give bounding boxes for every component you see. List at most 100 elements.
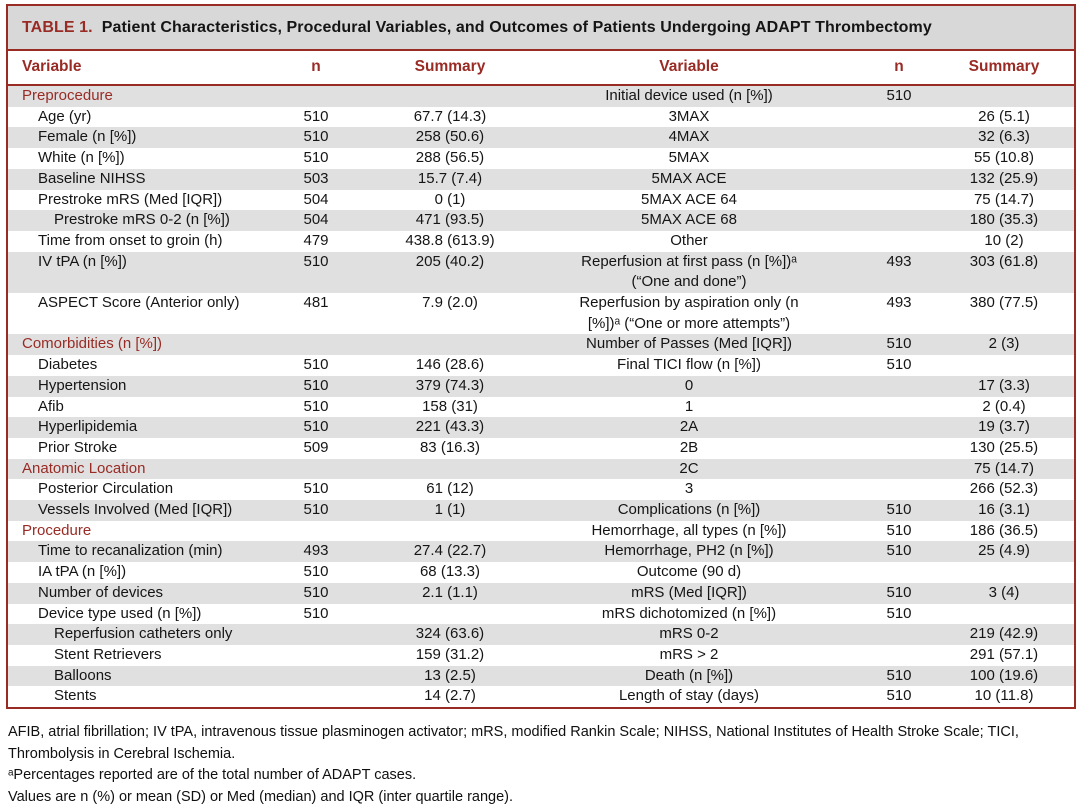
row-n-left: 493: [252, 541, 380, 562]
patient-characteristics-table: TABLE 1. Patient Characteristics, Procedu…: [6, 4, 1076, 709]
row-summary-right: 291 (57.1): [940, 645, 1068, 666]
row-n-left: [252, 666, 380, 687]
row-summary-left: 83 (16.3): [380, 438, 520, 459]
row-n-right: 493: [858, 252, 940, 293]
row-summary-right: 10 (11.8): [940, 686, 1068, 707]
row-label-left: IV tPA (n [%]): [8, 252, 252, 293]
row-n-right: [858, 645, 940, 666]
row-summary-right: 130 (25.5): [940, 438, 1068, 459]
row-n-left: 510: [252, 479, 380, 500]
row-label-right: Hemorrhage, all types (n [%]): [520, 521, 858, 542]
row-label-right: 2B: [520, 438, 858, 459]
row-summary-left: 205 (40.2): [380, 252, 520, 293]
row-summary-right: 17 (3.3): [940, 376, 1068, 397]
column-header-row: Variable n Summary Variable n Summary: [8, 51, 1074, 86]
row-n-right: 510: [858, 521, 940, 542]
row-summary-left: 159 (31.2): [380, 645, 520, 666]
row-n-right: [858, 210, 940, 231]
table-title-bar: TABLE 1. Patient Characteristics, Procedu…: [8, 6, 1074, 51]
row-summary-left: 0 (1): [380, 190, 520, 211]
row-summary-left: 61 (12): [380, 479, 520, 500]
row-label-right: Reperfusion by aspiration only (n[%])ᵃ (…: [520, 293, 858, 334]
row-label-right: mRS 0-2: [520, 624, 858, 645]
row-label-right: Length of stay (days): [520, 686, 858, 707]
row-summary-left: 221 (43.3): [380, 417, 520, 438]
row-summary-right: [940, 355, 1068, 376]
row-n-right: [858, 169, 940, 190]
table-footnotes: AFIB, atrial fibrillation; IV tPA, intra…: [8, 722, 1072, 808]
row-label-right: mRS > 2: [520, 645, 858, 666]
row-n-left: 504: [252, 190, 380, 211]
row-summary-left: 2.1 (1.1): [380, 583, 520, 604]
row-n-left: 510: [252, 355, 380, 376]
row-label-right-line2: (“One and done”): [520, 272, 858, 293]
row-summary-right: 26 (5.1): [940, 107, 1068, 128]
row-n-right: [858, 459, 940, 480]
row-summary-left: 438.8 (613.9): [380, 231, 520, 252]
row-label-left: Hypertension: [8, 376, 252, 397]
row-summary-left: [380, 459, 520, 480]
table-number-label: TABLE 1.: [22, 19, 93, 36]
row-summary-right: 186 (36.5): [940, 521, 1068, 542]
row-summary-right: 2 (0.4): [940, 397, 1068, 418]
row-label-right: 3: [520, 479, 858, 500]
row-label-left: Vessels Involved (Med [IQR]): [8, 500, 252, 521]
row-n-right: 510: [858, 583, 940, 604]
row-summary-left: [380, 86, 520, 107]
row-label-right: Other: [520, 231, 858, 252]
row-summary-left: 1 (1): [380, 500, 520, 521]
row-n-right: 510: [858, 541, 940, 562]
row-label-left: Posterior Circulation: [8, 479, 252, 500]
row-label-right: 0: [520, 376, 858, 397]
row-label-right: 5MAX ACE: [520, 169, 858, 190]
row-n-right: [858, 148, 940, 169]
row-summary-left: 258 (50.6): [380, 127, 520, 148]
table-title: Patient Characteristics, Procedural Vari…: [102, 19, 932, 36]
row-summary-left: 158 (31): [380, 397, 520, 418]
row-summary-right: 75 (14.7): [940, 459, 1068, 480]
row-summary-left: 7.9 (2.0): [380, 293, 520, 334]
row-label-right: Death (n [%]): [520, 666, 858, 687]
row-label-right: mRS dichotomized (n [%]): [520, 604, 858, 625]
row-label-right: 5MAX ACE 64: [520, 190, 858, 211]
row-n-left: 510: [252, 252, 380, 293]
row-label-right: 5MAX: [520, 148, 858, 169]
row-summary-left: 379 (74.3): [380, 376, 520, 397]
row-label-left: Balloons: [8, 666, 252, 687]
row-label-right: Final TICI flow (n [%]): [520, 355, 858, 376]
row-label-left: Reperfusion catheters only: [8, 624, 252, 645]
row-summary-right: 303 (61.8): [940, 252, 1068, 293]
row-n-right: 510: [858, 500, 940, 521]
row-n-left: [252, 459, 380, 480]
row-summary-right: [940, 562, 1068, 583]
section-header-label: Anatomic Location: [8, 459, 252, 480]
row-n-left: 504: [252, 210, 380, 231]
row-n-right: [858, 231, 940, 252]
row-label-right-line2: [%])ᵃ (“One or more attempts”): [520, 314, 858, 335]
row-summary-left: 14 (2.7): [380, 686, 520, 707]
row-n-right: [858, 376, 940, 397]
row-label-left: Stent Retrievers: [8, 645, 252, 666]
row-label-right: Hemorrhage, PH2 (n [%]): [520, 541, 858, 562]
row-n-right: [858, 107, 940, 128]
column-header-summary-left: Summary: [380, 58, 520, 76]
row-summary-left: 67.7 (14.3): [380, 107, 520, 128]
row-n-left: 481: [252, 293, 380, 334]
row-n-left: [252, 521, 380, 542]
row-summary-right: 100 (19.6): [940, 666, 1068, 687]
row-label-left: Number of devices: [8, 583, 252, 604]
row-n-right: 510: [858, 334, 940, 355]
row-summary-left: 68 (13.3): [380, 562, 520, 583]
row-n-right: [858, 127, 940, 148]
row-label-left: IA tPA (n [%]): [8, 562, 252, 583]
row-n-left: [252, 86, 380, 107]
